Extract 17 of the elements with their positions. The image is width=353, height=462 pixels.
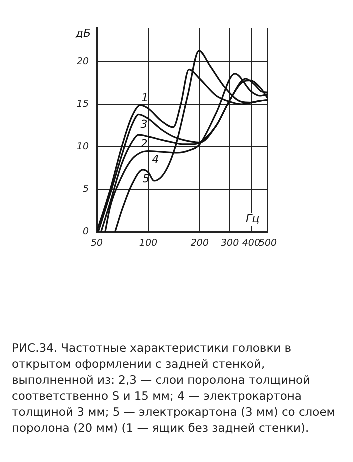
- y-axis-title: дБ: [74, 26, 91, 40]
- y-tick-label: 5: [82, 184, 89, 195]
- x-tick-label: 50: [90, 238, 104, 250]
- x-tick-label: 200: [190, 238, 210, 250]
- text: РИС.34. Частотные характеристики головки в открытом оформлении с задней стенкой, выполненной из: 2,3 — слои поролона толщиной соответственно S и 15 мм; 4 — электрокартона толщиной 3 мм; 5 — электрокартона (3 мм) со слоем поролона (20 мм) (1 — ящик без задней стенки).: [12, 340, 336, 436]
- y-tick-label: 10: [76, 141, 89, 152]
- series-label: 1: [142, 91, 149, 104]
- y-tick-label: 15: [76, 98, 89, 110]
- x-axis-title: Гц: [246, 212, 260, 226]
- series-label: 3: [140, 118, 148, 132]
- x-tick-label: 400: [242, 238, 260, 250]
- x-tick-label: 300: [220, 238, 240, 250]
- y-tick-label: 0: [82, 226, 89, 238]
- x-tick-label: 100: [139, 238, 158, 250]
- series-label: 4: [152, 153, 160, 166]
- x-tick-label: 500: [258, 238, 278, 250]
- y-tick-label: 20: [76, 56, 89, 68]
